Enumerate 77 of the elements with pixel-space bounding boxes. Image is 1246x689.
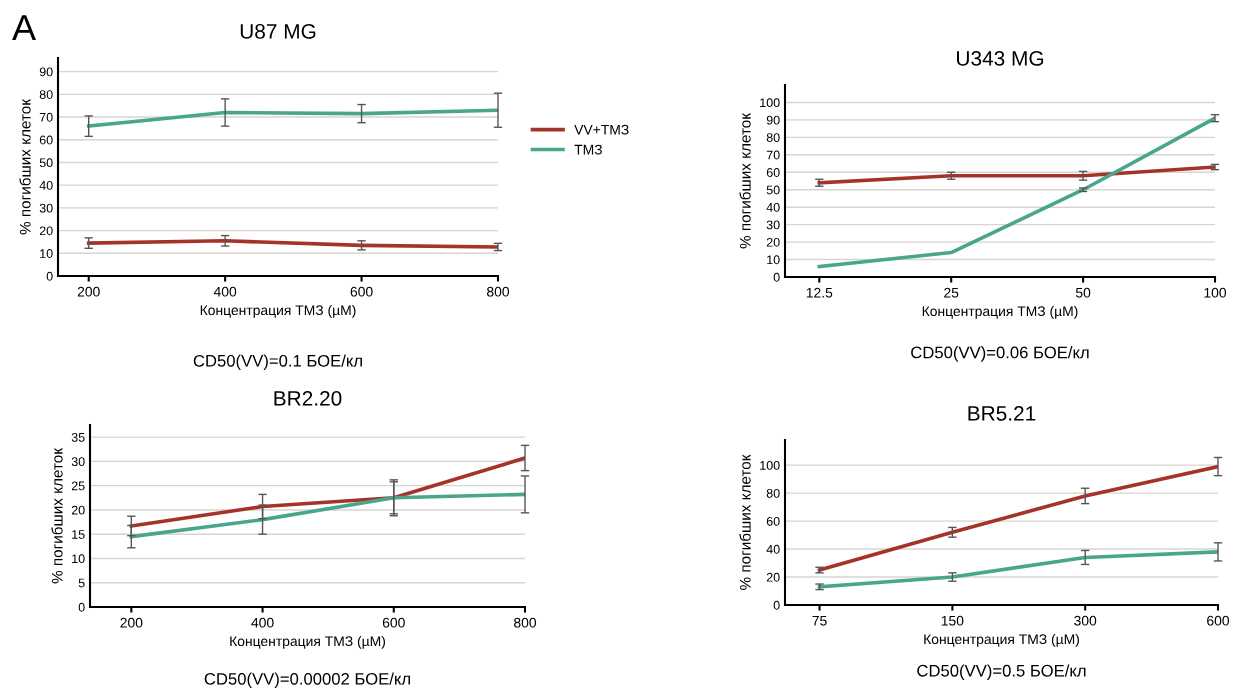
x-axis-title: Концентрация ТМЗ (µM)	[200, 304, 356, 318]
x-tick-label: 12.5	[806, 287, 833, 298]
y-tick-label: 60	[766, 168, 780, 177]
x-axis-title: Концентрация ТМЗ (µM)	[922, 305, 1078, 319]
x-tick-label: 25	[944, 287, 959, 298]
text: A	[12, 15, 37, 40]
chart-title: BR2.20	[274, 391, 342, 406]
y-tick-label: 90	[39, 67, 53, 77]
y-tick-label: 20	[71, 505, 85, 515]
chart-title: BR5.21	[968, 406, 1036, 421]
x-tick-label: 600	[382, 617, 405, 628]
text: CD50(VV)=0.5 БОЕ/кл	[917, 664, 1086, 680]
y-tick-label: 60	[766, 516, 780, 526]
y-tick-label: 70	[39, 112, 53, 122]
y-tick-label: 0	[78, 602, 85, 612]
x-tick-label: 200	[77, 286, 100, 297]
legend-label: VV+TМЗ	[574, 124, 629, 135]
legend-label: ТМЗ	[574, 144, 602, 155]
y-tick-label: 50	[766, 185, 780, 195]
y-tick-label: 10	[767, 255, 780, 265]
x-tick-label: 600	[1207, 615, 1230, 626]
y-tick-label: 10	[40, 249, 53, 258]
x-tick-label: 400	[251, 617, 274, 628]
x-tick-label: 300	[1074, 615, 1097, 626]
x-tick-label: 600	[350, 286, 373, 297]
y-tick-label: 60	[39, 135, 53, 145]
x-axis-title: Концентрация ТМЗ (µM)	[230, 635, 385, 649]
x-axis-title: Концентрация ТМЗ (µM)	[924, 633, 1079, 647]
x-tick-label: 150	[941, 615, 964, 626]
y-tick-label: 80	[766, 133, 780, 143]
x-tick-label: 200	[120, 617, 143, 628]
line-series	[86, 238, 498, 249]
y-tick-label: 40	[766, 202, 780, 212]
text: CD50(VV)=0.06 БОЕ/кл	[911, 346, 1089, 362]
chart-title: U343 MG	[957, 51, 1044, 66]
y-tick-label: 20	[766, 237, 780, 247]
line-series	[129, 492, 525, 539]
y-tick-label: 30	[71, 457, 85, 467]
y-tick-label: 50	[39, 158, 53, 168]
y-tick-label: 0	[773, 272, 780, 282]
y-tick-label: 80	[39, 90, 53, 99]
y-tick-label: 100	[760, 460, 780, 470]
y-tick-label: 20	[766, 572, 780, 582]
line-series	[817, 464, 1218, 572]
x-tick-label: 400	[213, 286, 237, 297]
y-tick-label: 0	[773, 600, 780, 610]
y-tick-label: 70	[766, 150, 780, 160]
y-tick-label: 40	[39, 180, 53, 190]
text: CD50(VV)=0.00002 БОЕ/кл	[204, 672, 410, 689]
y-tick-label: 90	[766, 115, 780, 125]
line-series	[86, 108, 498, 128]
y-tick-label: 30	[766, 220, 780, 230]
y-axis-title: % погибших клеток	[19, 98, 31, 235]
y-tick-label: 15	[72, 530, 85, 539]
x-tick-label: 800	[514, 617, 537, 628]
y-axis-title: % погибших клеток	[51, 447, 63, 584]
x-tick-label: 800	[487, 286, 510, 297]
x-tick-label: 50	[1075, 287, 1091, 298]
y-axis-title: % погибших клеток	[739, 454, 751, 590]
line-series	[129, 456, 525, 528]
x-tick-label: 100	[1204, 287, 1227, 298]
x-tick-label: 75	[812, 615, 827, 626]
y-axis-title: % погибших клеток	[739, 112, 751, 249]
y-tick-label: 20	[39, 226, 53, 236]
text: CD50(VV)=0.1 БОЕ/кл	[193, 354, 362, 371]
y-tick-label: 0	[46, 271, 53, 281]
y-tick-label: 100	[760, 98, 780, 108]
line-series	[817, 116, 1215, 269]
y-tick-label: 80	[766, 488, 780, 498]
y-tick-label: 35	[71, 432, 85, 442]
y-tick-label: 30	[39, 203, 53, 213]
y-tick-label: 40	[766, 544, 780, 554]
y-tick-label: 10	[72, 554, 85, 564]
line-series	[817, 550, 1218, 589]
chart-title: U87 MG	[240, 24, 316, 39]
y-tick-label: 5	[78, 578, 85, 588]
y-tick-label: 25	[71, 481, 85, 491]
